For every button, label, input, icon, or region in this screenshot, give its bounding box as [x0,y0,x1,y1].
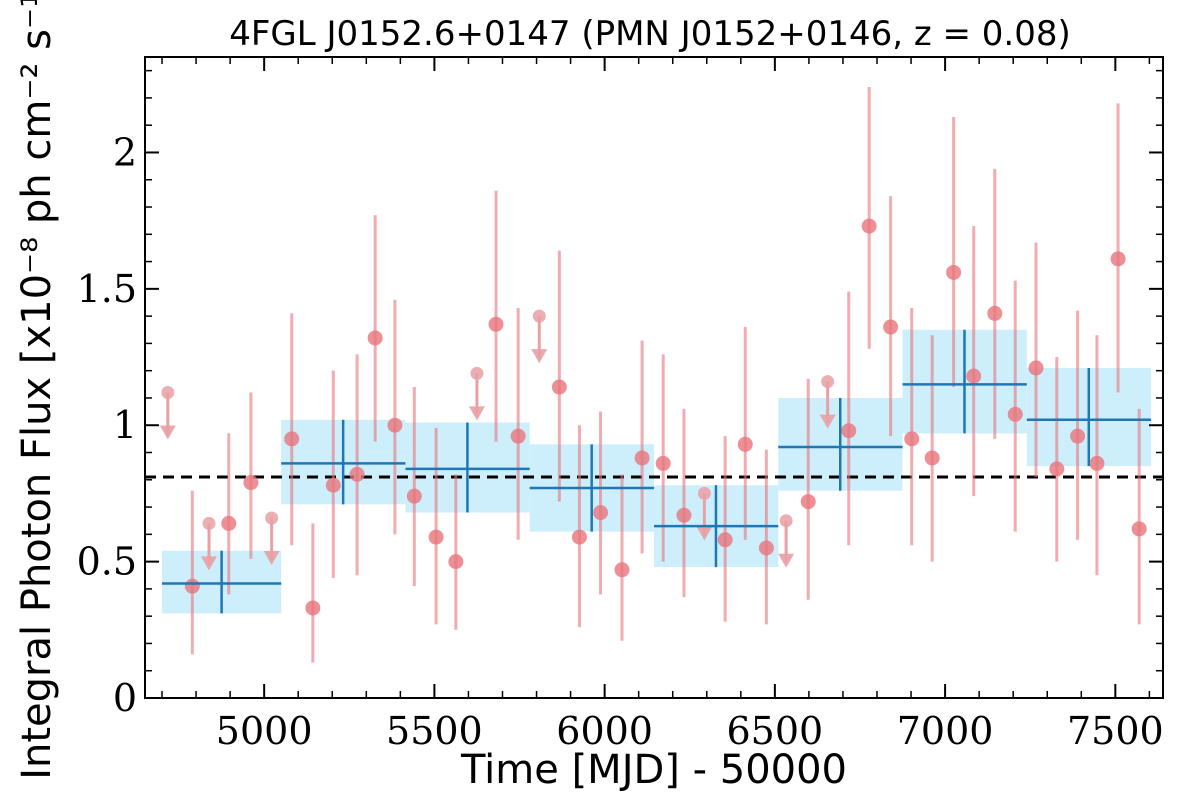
data-point [966,368,982,384]
y-tick-label: 0.5 [77,540,137,584]
x-tick-label: 5500 [386,709,483,753]
data-point [325,477,341,493]
data-point [305,600,321,616]
data-point [655,455,671,471]
upper-limit-markers [159,309,836,571]
data-point [614,562,630,578]
axis-ticks [145,57,1163,699]
binned-crosses [162,329,1152,614]
data-point [1110,251,1126,267]
y-tick-label: 2 [113,130,137,174]
upper-limit-arrow [159,425,176,440]
data-point [737,436,753,452]
data-point [1089,455,1105,471]
data-point [367,330,383,346]
upper-limit-arrow [778,553,795,568]
data-point [800,494,816,510]
data-point [883,319,899,335]
data-point [1049,461,1065,477]
tick-labels: 5000 5500 6000 6500 7000 7500 0 0.5 1 1.5 2 [77,130,1164,753]
data-point [1070,428,1086,444]
axes-frame [144,56,1164,699]
bin-bands [162,329,1152,614]
data-point [349,466,365,482]
data-point [510,428,526,444]
upper-limit-arrow [468,406,485,421]
measurement-points [184,87,1147,663]
data-point [946,264,962,280]
data-point [387,417,403,433]
y-axis-label: Integral Photon Flux [x10⁻⁸ ph cm⁻² s⁻¹] [14,0,60,780]
y-tick-label: 0 [113,676,137,720]
upper-limit-arrow [819,414,836,429]
data-point [1131,521,1147,537]
upper-limit-arrow [531,349,548,364]
data-point [593,505,609,521]
data-point [1007,406,1023,422]
data-point [488,316,504,332]
data-point [448,554,464,570]
x-axis-label: Time [MJD] - 50000 [460,747,847,793]
chart-title: 4FGL J0152.6+0147 (PMN J0152+0146, z = 0… [229,14,1071,54]
data-point [571,529,587,545]
data-point [284,431,300,447]
x-tick-label: 6500 [727,709,824,753]
data-point [758,540,774,556]
y-tick-label: 1 [113,403,137,447]
upper-limit-arrow [696,526,713,541]
data-point [861,218,877,234]
axes-border [144,56,1164,699]
x-tick-label: 5000 [216,709,313,753]
data-point [676,507,692,523]
data-point [406,488,422,504]
upper-limit-arrow [263,550,280,565]
data-point [717,532,733,548]
x-tick-label: 7500 [1067,709,1164,753]
data-point [634,450,650,466]
upper-limit-arrow [201,556,218,571]
data-point [904,431,920,447]
data-point [551,379,567,395]
data-point [987,305,1003,321]
data-point [1028,360,1044,376]
data-point [221,515,237,531]
data-point [428,529,444,545]
x-tick-label: 7000 [897,709,994,753]
data-point [924,450,940,466]
x-tick-label: 6000 [556,709,653,753]
y-tick-label: 1.5 [77,267,137,311]
data-point [184,578,200,594]
data-point [841,423,857,439]
data-point [243,475,259,491]
